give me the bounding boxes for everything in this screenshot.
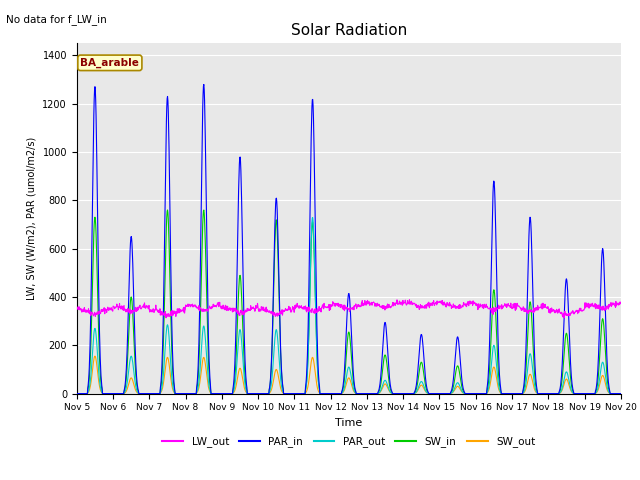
- Text: No data for f_LW_in: No data for f_LW_in: [6, 14, 107, 25]
- PAR_in: [553, 391, 561, 396]
- PAR_out: [617, 391, 625, 396]
- PAR_out: [553, 391, 561, 396]
- PAR_out: [434, 391, 442, 396]
- Line: SW_in: SW_in: [77, 210, 621, 394]
- LW_out: [406, 297, 413, 303]
- Text: BA_arable: BA_arable: [81, 58, 140, 68]
- Line: LW_out: LW_out: [77, 300, 621, 318]
- SW_out: [505, 391, 513, 396]
- LW_out: [162, 315, 170, 321]
- PAR_in: [434, 391, 442, 396]
- SW_in: [164, 207, 172, 213]
- PAR_in: [73, 391, 81, 396]
- SW_in: [617, 391, 625, 396]
- Legend: LW_out, PAR_in, PAR_out, SW_in, SW_out: LW_out, PAR_in, PAR_out, SW_in, SW_out: [158, 432, 540, 452]
- PAR_in: [200, 82, 207, 87]
- LW_out: [181, 308, 189, 313]
- SW_in: [181, 391, 189, 396]
- PAR_in: [617, 391, 625, 396]
- SW_out: [91, 353, 99, 359]
- PAR_in: [194, 371, 202, 377]
- LW_out: [617, 300, 625, 306]
- PAR_out: [180, 391, 188, 396]
- SW_out: [617, 391, 625, 396]
- LW_out: [434, 299, 442, 304]
- SW_out: [553, 391, 561, 396]
- SW_in: [73, 391, 81, 396]
- PAR_in: [255, 391, 263, 396]
- PAR_in: [505, 391, 513, 396]
- SW_out: [434, 391, 442, 396]
- SW_in: [553, 391, 561, 396]
- LW_out: [195, 304, 202, 310]
- LW_out: [553, 307, 561, 312]
- SW_in: [434, 391, 442, 396]
- SW_out: [255, 391, 263, 396]
- Y-axis label: LW, SW (W/m2), PAR (umol/m2/s): LW, SW (W/m2), PAR (umol/m2/s): [27, 137, 37, 300]
- PAR_in: [180, 391, 188, 396]
- PAR_out: [73, 391, 81, 396]
- PAR_out: [309, 215, 317, 220]
- Line: PAR_in: PAR_in: [77, 84, 621, 394]
- Line: PAR_out: PAR_out: [77, 217, 621, 394]
- PAR_out: [194, 386, 202, 392]
- X-axis label: Time: Time: [335, 418, 362, 428]
- SW_in: [505, 391, 513, 396]
- SW_out: [73, 391, 81, 396]
- SW_out: [181, 391, 189, 396]
- SW_out: [195, 387, 202, 393]
- SW_in: [195, 374, 202, 380]
- LW_out: [73, 305, 81, 311]
- LW_out: [505, 302, 513, 308]
- PAR_out: [505, 391, 513, 396]
- SW_in: [255, 391, 263, 396]
- Title: Solar Radiation: Solar Radiation: [291, 23, 407, 38]
- PAR_out: [255, 391, 262, 396]
- LW_out: [255, 309, 263, 314]
- Line: SW_out: SW_out: [77, 356, 621, 394]
